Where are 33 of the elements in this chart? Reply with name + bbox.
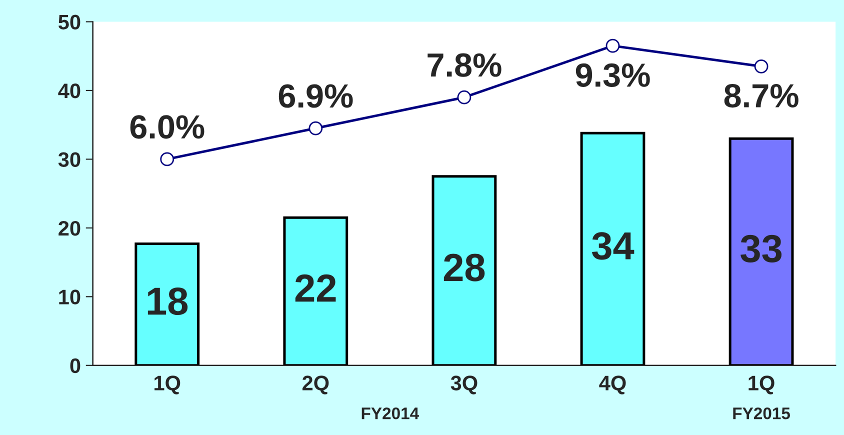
data-label: 6.0%: [130, 115, 204, 139]
data-label: 9.3%: [576, 63, 650, 88]
data-label: 28: [444, 254, 485, 282]
bar: [728, 137, 794, 366]
data-label: 6.9%: [278, 84, 353, 108]
y-tick-label: 40: [58, 83, 80, 98]
y-tick-label: 20: [58, 220, 80, 236]
point: [160, 152, 174, 166]
y-tick-label: 50: [58, 14, 80, 30]
text: FY2015: [733, 408, 790, 420]
point: [606, 38, 620, 53]
y-tick-label: 30: [58, 152, 80, 167]
y-tick-label: 10: [59, 290, 80, 304]
x-tick-label: 4Q: [599, 376, 626, 394]
bar: [580, 132, 646, 366]
bar: [283, 216, 348, 366]
data-label: 34: [592, 232, 634, 260]
text: FY2014: [362, 408, 420, 420]
x-tick-label: 1Q: [154, 376, 180, 394]
data-label: 8.7%: [724, 84, 798, 108]
point: [754, 59, 768, 74]
x-tick-label: 1Q: [748, 376, 774, 394]
data-label: 22: [295, 274, 336, 302]
data-label: 18: [148, 287, 188, 316]
data-label: 7.8%: [428, 53, 502, 77]
data-label: 33: [740, 234, 782, 262]
y-tick-label: 0: [70, 358, 80, 374]
bar: [134, 242, 200, 366]
point: [308, 121, 323, 136]
point: [457, 90, 472, 104]
x-tick-label: 3Q: [450, 376, 478, 394]
bar: [432, 175, 497, 366]
x-tick-label: 2Q: [302, 376, 329, 394]
